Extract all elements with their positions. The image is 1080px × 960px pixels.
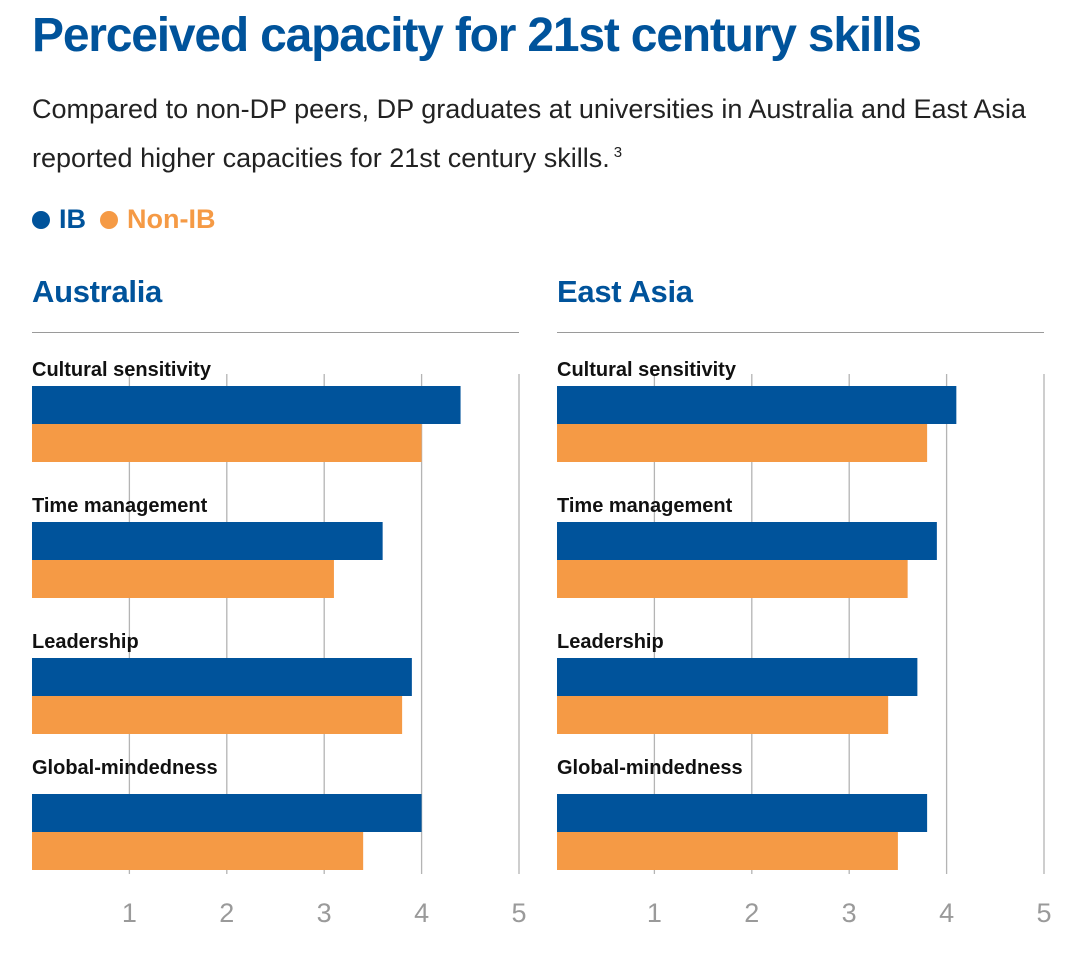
bar-non-ib-cultural-sensitivity [557,424,928,462]
tick-label: 2 [219,898,234,928]
bar-non-ib-time-management [557,560,908,598]
tick-label: 2 [744,898,759,928]
panel-east-asia: East Asia 1 2 3 4 5 Cultural sensitivity Time… [557,272,1052,932]
bar-ib-global-mindedness [557,794,928,832]
category-label-time-management: Time management [557,495,733,517]
tick-label: 3 [317,898,332,928]
legend: IB Non-IB [32,204,215,235]
bar-non-ib-time-management [32,560,334,598]
bar-ib-time-management [32,522,383,560]
bar-ib-cultural-sensitivity [557,386,957,424]
tick-label: 3 [842,898,857,928]
tick-label: 5 [1036,898,1051,928]
chart-title: Perceived capacity for 21st century skil… [32,9,922,62]
category-label-leadership: Leadership [32,631,139,653]
bar-non-ib-global-mindedness [557,832,898,870]
tick-label: 1 [122,898,137,928]
subtitle-footnote: 3 [613,144,623,161]
legend-swatch-ib [32,210,50,229]
bar-non-ib-global-mindedness [32,832,364,870]
panel-title-east-asia: East Asia [557,274,693,309]
bar-ib-leadership [557,658,918,696]
category-label-cultural-sensitivity: Cultural sensitivity [32,359,211,381]
bar-ib-cultural-sensitivity [32,386,461,424]
bar-non-ib-leadership [557,696,889,734]
legend-item-ib: IB [32,204,86,235]
category-label-cultural-sensitivity: Cultural sensitivity [557,359,736,381]
legend-item-non-ib: Non-IB [100,204,215,235]
subtitle-text: Compared to non-DP peers, DP graduates a… [32,94,1027,173]
bar-non-ib-cultural-sensitivity [32,424,422,462]
category-label-time-management: Time management [32,495,208,517]
tick-label: 4 [939,898,954,928]
bar-ib-time-management [557,522,937,560]
legend-label-non-ib: Non-IB [127,204,216,234]
bar-chart-australia: 1 2 3 4 5 [32,374,527,928]
bar-non-ib-leadership [32,696,403,734]
panel-title-australia: Australia [32,274,162,309]
bar-chart-east-asia: 1 2 3 4 5 [557,374,1052,928]
panel-australia: Australia 1 2 3 4 5 Cultural sensitivity Time… [32,272,527,932]
bar-ib-leadership [32,658,412,696]
tick-label: 5 [511,898,526,928]
chart-subtitle: Compared to non-DP peers, DP graduates a… [32,88,1062,180]
category-label-global-mindedness: Global-mindedness [32,757,218,779]
tick-label: 1 [647,898,662,928]
panel-divider [32,332,519,333]
category-label-global-mindedness: Global-mindedness [557,757,743,779]
bar-ib-global-mindedness [32,794,422,832]
category-label-leadership: Leadership [557,631,664,653]
legend-label-ib: IB [59,204,86,234]
legend-swatch-non-ib [100,210,118,229]
panel-divider [557,332,1044,333]
tick-label: 4 [414,898,429,928]
